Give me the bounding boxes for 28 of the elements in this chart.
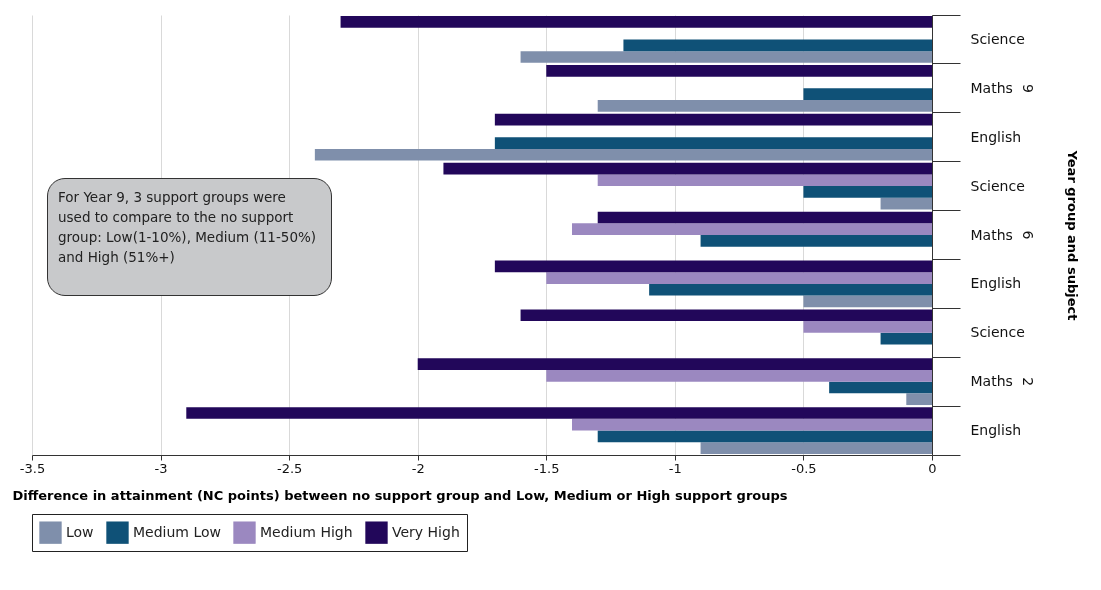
y-tick-label: Maths (970, 226, 1013, 243)
legend-label: Very High (392, 523, 460, 540)
text: 6 (1020, 230, 1036, 240)
legend-label: Medium High (260, 523, 353, 540)
callout-box: For Year 9, 3 support groups were used to compare to the no support group: Low(1-10%), Medium (11-50%) and High (51%+) (47, 178, 332, 296)
legend-label: Low (66, 523, 94, 540)
y-tick-label: Maths (970, 373, 1013, 390)
x-tick-label: -0.5 (791, 460, 817, 476)
y-tick-label: English (970, 422, 1022, 439)
y-tick-label: English (970, 128, 1022, 145)
x-axis-title: Difference in attainment (NC points) between no support group and Low, Medium or High support groups (12, 487, 788, 503)
x-tick-label: -3.5 (19, 460, 46, 476)
x-tick-label: 0 (928, 460, 937, 476)
x-tick-label: -2 (411, 460, 425, 476)
x-tick-label: -2.5 (276, 460, 303, 476)
y-tick-label: Maths (970, 79, 1013, 96)
y-tick-label: Science (970, 30, 1025, 47)
legend-label: Medium Low (133, 523, 221, 540)
y-tick-label: Science (970, 324, 1025, 341)
x-tick-label: -1.5 (534, 460, 560, 476)
x-tick-label: -1 (668, 460, 682, 476)
text: 2 (1020, 377, 1036, 387)
annotation: For Year 9, 3 support groups were used to compare to the no support group: Low(1-10%), Medium (11-50%) and High (51%+) (58, 189, 317, 265)
y-axis-title: Year group and subject (1064, 149, 1080, 321)
x-tick-label: -3 (154, 460, 168, 476)
y-tick-label: Science (970, 177, 1025, 194)
text: 9 (1020, 83, 1036, 93)
y-tick-label: English (970, 275, 1022, 292)
